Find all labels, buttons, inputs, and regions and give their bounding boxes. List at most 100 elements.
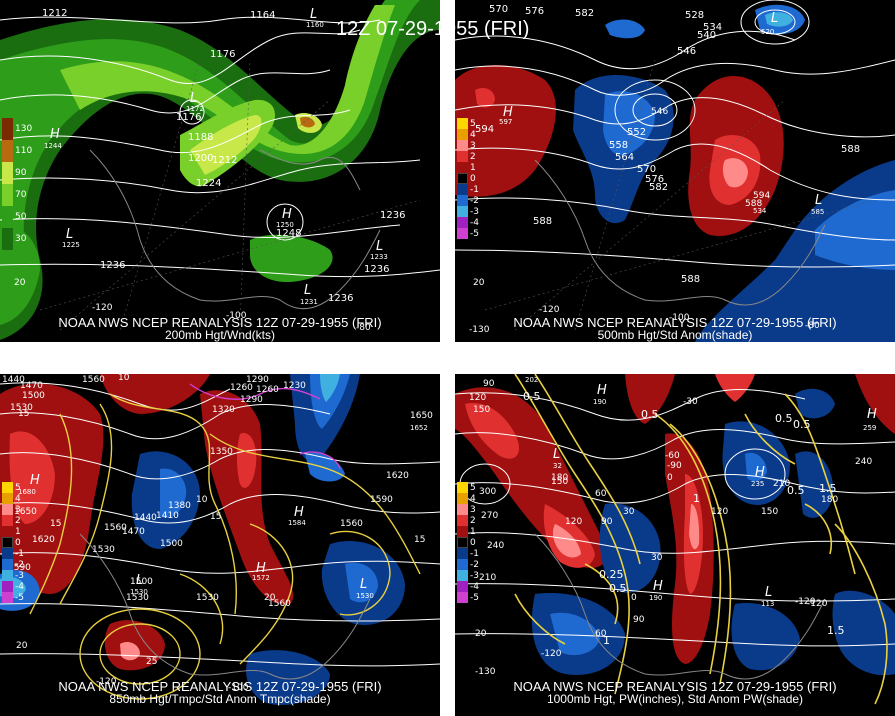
legend-swatch — [2, 559, 13, 570]
legend-label: 130 — [15, 124, 33, 134]
contour-label: 1.5 — [827, 624, 845, 637]
high-value: 1250 — [276, 221, 294, 229]
contour-label: -90 — [667, 461, 682, 471]
low-value: 534 — [753, 207, 767, 215]
contour-label: -120 — [807, 599, 828, 609]
legend-label: -5 — [470, 592, 479, 603]
contour-label: 1212 — [212, 155, 237, 166]
contour-label: 1236 — [328, 293, 353, 304]
contour-label: 1530 — [10, 403, 33, 413]
contour-label: 0.25 — [599, 568, 624, 581]
contour-label: 240 — [487, 541, 504, 551]
svg-text:L: L — [815, 193, 822, 208]
legend-label: -4 — [15, 581, 24, 592]
contour-label: 20 — [264, 593, 276, 603]
svg-text:L: L — [136, 573, 143, 588]
contour-label: 90 — [483, 379, 495, 389]
contour-label: 240 — [855, 457, 872, 467]
contour-label: -120 — [795, 597, 816, 607]
contour-label: 1164 — [250, 10, 275, 21]
caption-1000mb: NOAA NWS NCEP REANALYSIS 12Z 07-29-1955 … — [455, 680, 895, 706]
low-value: 32 — [553, 462, 562, 470]
legend-500mb: 5 4 3 2 1 0 -1 -2 -3 -4 -5 — [457, 118, 479, 258]
low-value: 585 — [811, 208, 824, 216]
low-value: 1530 — [356, 592, 374, 600]
low-value: 1233 — [370, 253, 388, 261]
map-500mb: 570 576 582 528 534 540 546 546 552 558 … — [455, 0, 895, 342]
contour-label: 576 — [645, 174, 664, 185]
svg-text:H: H — [653, 579, 663, 594]
contour-label: 1290 — [240, 395, 263, 405]
high-value: 1244 — [44, 142, 62, 150]
legend-label: -5 — [470, 228, 479, 239]
svg-text:H: H — [503, 105, 513, 120]
legend-label: -2 — [470, 559, 479, 570]
page-title: 12Z 07-29-1955 (FRI) — [336, 18, 530, 40]
contour-label: 1230 — [283, 381, 306, 391]
lon-label: -130 — [475, 667, 496, 677]
contour-label: 1380 — [168, 501, 191, 511]
svg-text:H: H — [597, 383, 607, 398]
contour-label: 15 — [18, 409, 29, 419]
contour-label: 10 — [118, 374, 130, 383]
contour-label: 558 — [609, 140, 628, 151]
contour-label: 570 — [637, 164, 656, 175]
contour-label: 1212 — [42, 8, 67, 19]
contour-label: 1470 — [122, 527, 145, 537]
contour-label: 25 — [146, 657, 157, 667]
contour-label: -60 — [665, 451, 680, 461]
contour-label: 0.5 — [609, 582, 627, 595]
contour-label: 1500 — [130, 577, 153, 587]
legend-swatch — [457, 184, 468, 195]
contour-label: 1350 — [210, 447, 233, 457]
svg-text:L: L — [771, 11, 778, 26]
contour-label: 582 — [575, 8, 594, 19]
low-value: 1652 — [410, 424, 428, 432]
panel-200mb: 1212 1164 1176 1176 1188 1200 1212 1224 … — [0, 0, 440, 342]
contour-label: 1 — [693, 492, 700, 505]
legend-swatch — [457, 228, 468, 239]
svg-text:L: L — [190, 91, 197, 106]
legend-swatch — [457, 140, 468, 151]
contour-label: 1.5 — [819, 482, 837, 495]
legend-label: -2 — [470, 195, 479, 206]
legend-swatch — [2, 184, 13, 206]
legend-label: -4 — [470, 217, 479, 228]
contour-label: 120 — [469, 393, 486, 403]
legend-swatch — [457, 548, 468, 559]
contour-label: 540 — [697, 30, 716, 41]
high-value: 202 — [525, 376, 538, 384]
svg-text:L: L — [310, 7, 317, 22]
low-value: 1231 — [300, 298, 318, 306]
contour-label: 582 — [649, 182, 668, 193]
contour-label: 1 — [603, 634, 610, 647]
caption-line2: 1000mb Hgt, PW(inches), Std Anom PW(shad… — [546, 692, 804, 706]
lon-label: -100 — [226, 311, 247, 321]
legend-swatch — [2, 206, 13, 228]
contour-label: 60 — [595, 489, 607, 499]
legend-swatch — [2, 504, 13, 515]
contour-label: 90 — [601, 517, 613, 527]
legend-swatch — [457, 129, 468, 140]
contour-label: -30 — [683, 397, 698, 407]
svg-text:L: L — [553, 447, 560, 462]
contour-label: 30 — [651, 553, 663, 563]
lat-label: 20 — [475, 629, 487, 639]
legend-label: 2 — [15, 515, 21, 526]
svg-text:H: H — [282, 207, 292, 222]
legend-label: -1 — [470, 184, 479, 195]
lon-label: -80 — [805, 321, 820, 331]
high-value: 594 — [753, 191, 770, 201]
legend-swatch — [2, 592, 13, 603]
contour-label: 210 — [773, 479, 790, 489]
legend-swatch — [2, 581, 13, 592]
contour-label: 588 — [745, 199, 762, 209]
contour-label: 0 — [631, 593, 637, 603]
legend-swatch — [2, 570, 13, 581]
contour-label: 150 — [551, 477, 568, 487]
legend-label: 1 — [470, 526, 476, 537]
map-200mb: 1212 1164 1176 1176 1188 1200 1212 1224 … — [0, 0, 440, 340]
contour-label: 0.5 — [787, 484, 805, 497]
contour-label: 0.5 — [775, 412, 793, 425]
contour-label: 15 — [210, 512, 221, 522]
